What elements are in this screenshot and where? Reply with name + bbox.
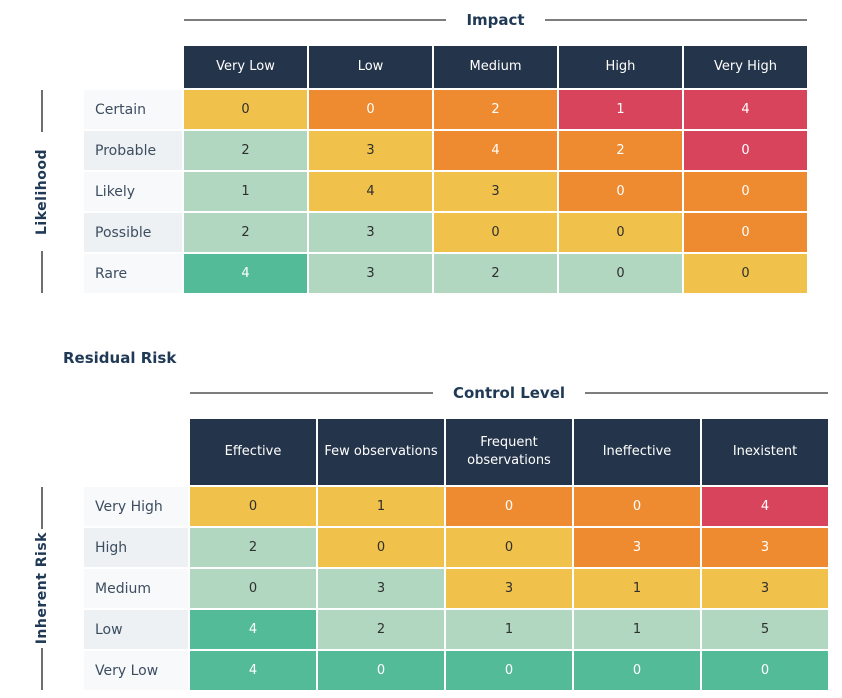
matrix-cell: 4: [434, 131, 557, 170]
matrix-corner: [84, 419, 188, 485]
matrix-cell: 0: [318, 528, 444, 567]
matrix-cell: 2: [434, 90, 557, 129]
matrix-cell: 1: [559, 90, 682, 129]
row-label: Certain: [84, 90, 182, 129]
matrix-cell: 4: [190, 651, 316, 690]
impact-title: Impact: [184, 10, 808, 30]
matrix-cell: 0: [574, 651, 700, 690]
matrix-cell: 3: [309, 131, 432, 170]
matrix-cell: 0: [190, 569, 316, 608]
matrix-cell: 0: [190, 487, 316, 526]
matrix-cell: 0: [559, 172, 682, 211]
residual-risk-heading: Residual Risk: [63, 349, 177, 367]
matrix-cell: 3: [702, 569, 828, 608]
column-header: Medium: [434, 46, 557, 88]
column-header: Few observations: [318, 419, 444, 485]
matrix-cell: 1: [446, 610, 572, 649]
matrix-cell: 0: [184, 90, 307, 129]
matrix-cell: 0: [702, 651, 828, 690]
matrix-cell: 4: [309, 172, 432, 211]
column-header: Inexistent: [702, 419, 828, 485]
row-label: Probable: [84, 131, 182, 170]
title-rule-left: [190, 392, 433, 394]
matrix-cell: 3: [702, 528, 828, 567]
column-header: Very High: [684, 46, 807, 88]
matrix-cell: 0: [559, 213, 682, 252]
matrix-cell: 0: [446, 651, 572, 690]
matrix-cell: 4: [184, 254, 307, 293]
title-rule-right: [585, 392, 828, 394]
row-label: Very Low: [84, 651, 188, 690]
matrix-cell: 4: [684, 90, 807, 129]
matrix-cell: 0: [559, 254, 682, 293]
column-header: Frequent observations: [446, 419, 572, 485]
row-label: Likely: [84, 172, 182, 211]
title-rule-right: [544, 19, 808, 21]
matrix-cell: 0: [318, 651, 444, 690]
matrix-cell: 0: [684, 172, 807, 211]
matrix-cell: 0: [574, 487, 700, 526]
matrix-cell: 0: [684, 131, 807, 170]
impact-matrix-section: Impact Likelihood Very Low Low Medium High V…: [0, 10, 842, 293]
row-label: Low: [84, 610, 188, 649]
matrix-cell: 0: [446, 528, 572, 567]
matrix-cell: 0: [309, 90, 432, 129]
likelihood-axis: Likelihood: [0, 90, 84, 293]
matrix-corner: [84, 46, 182, 88]
matrix-cell: 1: [574, 610, 700, 649]
residual-risk-section: Residual Risk Control Level Inherent Ris…: [0, 349, 842, 690]
column-header: Low: [309, 46, 432, 88]
control-level-title-text: Control Level: [452, 384, 566, 402]
impact-heatmap: Very Low Low Medium High Very High Certain 0 0 2…: [84, 46, 807, 293]
matrix-cell: 0: [434, 213, 557, 252]
row-label: High: [84, 528, 188, 567]
matrix-cell: 3: [574, 528, 700, 567]
inherent-risk-axis-label: Inherent Risk: [34, 532, 50, 645]
axis-tick-bottom: [41, 250, 43, 293]
column-header: Ineffective: [574, 419, 700, 485]
row-label: Very High: [84, 487, 188, 526]
matrix-cell: 3: [309, 254, 432, 293]
axis-tick-top: [41, 487, 43, 529]
matrix-cell: 2: [184, 131, 307, 170]
impact-title-text: Impact: [466, 11, 525, 29]
matrix-cell: 3: [309, 213, 432, 252]
matrix-cell: 2: [184, 213, 307, 252]
column-header: Effective: [190, 419, 316, 485]
row-label: Possible: [84, 213, 182, 252]
matrix-cell: 2: [318, 610, 444, 649]
matrix-cell: 4: [190, 610, 316, 649]
matrix-cell: 0: [684, 254, 807, 293]
control-level-heatmap: Effective Few observations Frequent observ…: [84, 419, 828, 690]
matrix-cell: 3: [446, 569, 572, 608]
row-label: Medium: [84, 569, 188, 608]
matrix-cell: 1: [318, 487, 444, 526]
title-rule-left: [184, 19, 447, 21]
matrix-cell: 3: [434, 172, 557, 211]
column-header: High: [559, 46, 682, 88]
matrix-cell: 0: [446, 487, 572, 526]
matrix-cell: 3: [318, 569, 444, 608]
matrix-cell: 2: [559, 131, 682, 170]
likelihood-axis-label: Likelihood: [34, 148, 50, 235]
axis-tick-bottom: [41, 647, 43, 690]
control-level-title: Control Level: [190, 383, 828, 403]
matrix-cell: 2: [434, 254, 557, 293]
matrix-cell: 2: [190, 528, 316, 567]
matrix-cell: 0: [684, 213, 807, 252]
matrix-cell: 5: [702, 610, 828, 649]
column-header: Very Low: [184, 46, 307, 88]
row-label: Rare: [84, 254, 182, 293]
matrix-cell: 1: [574, 569, 700, 608]
matrix-cell: 1: [184, 172, 307, 211]
matrix-cell: 4: [702, 487, 828, 526]
inherent-risk-axis: Inherent Risk: [0, 487, 84, 690]
axis-tick-top: [41, 90, 43, 132]
